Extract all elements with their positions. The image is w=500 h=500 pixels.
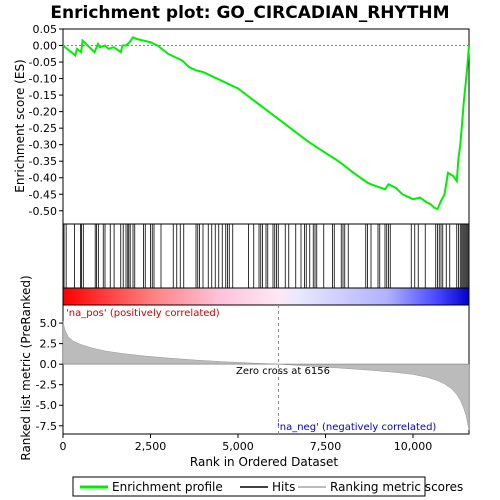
- x-tick-label: 2,500: [135, 440, 167, 453]
- metric-y-tick-label: -2.5: [36, 379, 57, 392]
- es-y-tick-label: -0.35: [29, 155, 57, 168]
- es-panel-frame: [62, 28, 470, 225]
- neg-correlated-label: 'na_neg' (negatively correlated): [277, 422, 436, 433]
- enrichment-profile-line: [62, 36, 470, 211]
- metric-y-tick-label: -7.5: [36, 420, 57, 433]
- chart-title: Enrichment plot: GO_CIRCADIAN_RHYTHM: [50, 3, 449, 23]
- es-y-tick-label: -0.45: [29, 188, 57, 201]
- legend-hits-label: Hits: [272, 480, 295, 494]
- pos-correlated-label: 'na_pos' (positively correlated): [66, 308, 220, 319]
- metric-y-axis-ticks: 5.0 2.5 0.0 -2.5 -5.0 -7.5: [36, 317, 63, 433]
- hit-markers: [63, 224, 469, 288]
- es-y-tick-label: -0.10: [29, 73, 57, 86]
- ranking-metric-area: [62, 321, 470, 430]
- metric-y-tick-label: 5.0: [40, 317, 58, 330]
- es-y-axis-label: Enrichment score (ES): [13, 59, 27, 192]
- zero-cross-label: Zero cross at 6156: [236, 366, 330, 377]
- es-y-tick-label: -0.20: [29, 106, 57, 119]
- es-y-tick-label: -0.50: [29, 205, 57, 218]
- metric-y-tick-label: 0.0: [40, 358, 58, 371]
- es-y-axis-ticks: 0.05 0.00 -0.05 -0.10 -0.15 -0.20 -0.25 -0.30 -0…: [29, 23, 63, 218]
- x-tick-label: 7,500: [310, 440, 342, 453]
- es-y-tick-label: -0.30: [29, 139, 57, 152]
- legend-metric-label: Ranking metric scores: [330, 480, 463, 494]
- es-y-tick-label: 0.05: [33, 23, 58, 36]
- x-tick-label: 10,000: [394, 440, 433, 453]
- legend-enrichment-label: Enrichment profile: [112, 480, 223, 494]
- metric-y-tick-label: 2.5: [40, 338, 58, 351]
- es-y-tick-label: 0.00: [33, 40, 58, 53]
- x-tick-label: 5,000: [222, 440, 254, 453]
- metric-y-tick-label: -5.0: [36, 399, 57, 412]
- x-tick-label: 0: [60, 440, 67, 453]
- x-axis-ticks: 0 2,500 5,000 7,500 10,000: [60, 434, 433, 453]
- rank-color-bar: [62, 287, 470, 306]
- es-y-tick-label: -0.05: [29, 56, 57, 69]
- es-y-tick-label: -0.40: [29, 172, 57, 185]
- es-y-tick-label: -0.25: [29, 122, 57, 135]
- es-y-tick-label: -0.15: [29, 89, 57, 102]
- x-axis-label: Rank in Ordered Dataset: [190, 455, 338, 469]
- metric-y-axis-label: Ranked list metric (PreRanked): [19, 275, 33, 460]
